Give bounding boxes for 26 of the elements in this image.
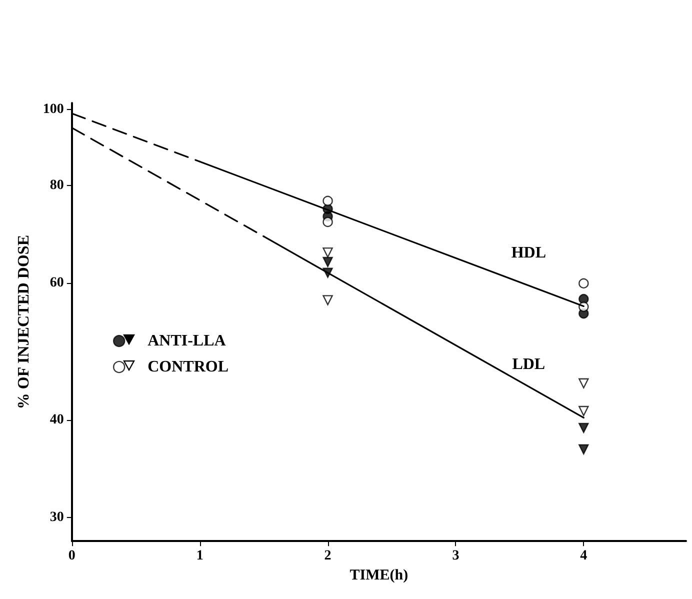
point (578, 406, 589, 416)
point (578, 422, 589, 434)
legend-label: CONTROL (148, 358, 229, 376)
series-label: LDL (512, 356, 546, 374)
point (322, 247, 333, 258)
y-tick-label: 100 (42, 102, 64, 118)
y-tick-label: 40 (50, 412, 64, 428)
point (578, 378, 589, 388)
x-tick-label: 0 (68, 548, 76, 564)
series-label: HDL (511, 244, 546, 262)
x-tick-label: 1 (196, 548, 204, 564)
legend-label: ANTI-LLA (148, 332, 226, 350)
point (322, 196, 333, 206)
x-axis-title: TIME(h) (350, 568, 408, 584)
point (322, 216, 333, 228)
x-tick-label: 2 (324, 548, 332, 564)
point (578, 444, 589, 455)
y-axis-title: % OF INJECTED DOSE (16, 234, 32, 410)
point (322, 295, 333, 306)
x-tick-label: 4 (580, 548, 588, 564)
y-tick-label: 60 (50, 275, 64, 290)
y-tick-label: 80 (50, 178, 64, 193)
point (322, 256, 333, 268)
x-tick-label: 3 (452, 548, 460, 564)
point (578, 278, 589, 288)
y-tick-label: 30 (50, 510, 64, 526)
